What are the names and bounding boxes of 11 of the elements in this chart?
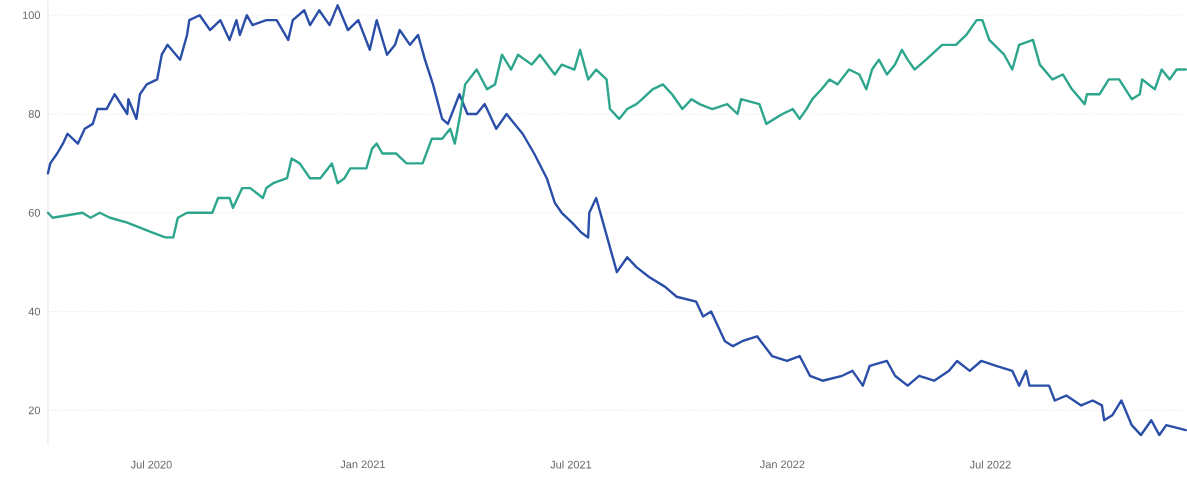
x-tick-label: Jan 2021: [340, 460, 385, 469]
x-tick-label: Jan 2022: [759, 460, 805, 469]
y-tick-label: 100: [22, 11, 41, 20]
x-tick-label: Jul 2022: [969, 460, 1011, 469]
y-tick-label: 80: [28, 110, 41, 118]
y-tick-label: 20: [28, 406, 41, 415]
line-series: [46, 4, 1187, 437]
x-tick-label: Jul 2021: [550, 460, 592, 469]
x-tick-label: Jul 2020: [130, 460, 172, 469]
y-tick-label: 40: [28, 307, 41, 316]
y-tick-label: 60: [28, 208, 41, 217]
